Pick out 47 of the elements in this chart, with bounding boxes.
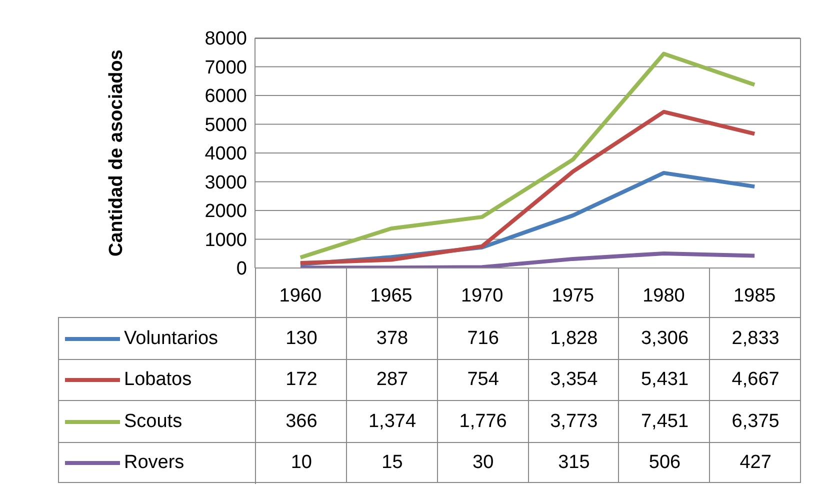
data-label: 5,431 (640, 368, 690, 392)
y-tick-label: 0 (236, 258, 247, 280)
y-tick-label: 6000 (204, 86, 247, 108)
data-label: 1,776 (458, 410, 508, 434)
legend-label: Voluntarios (124, 328, 218, 350)
x-tick-label: 1975 (552, 285, 594, 306)
data-label: 172 (284, 368, 318, 392)
y-tick-label: 1000 (204, 230, 247, 251)
data-label: 30 (472, 451, 495, 476)
legend-label: Rovers (124, 452, 184, 474)
data-label: 4,667 (730, 368, 780, 392)
data-label: 7,451 (640, 410, 690, 434)
data-label: 506 (648, 451, 682, 476)
data-label: 427 (738, 451, 772, 476)
y-tick-label: 5000 (204, 114, 247, 136)
data-label: 15 (380, 451, 404, 476)
line-series (298, 110, 757, 266)
y-tick-label: 7000 (204, 57, 247, 78)
line-series (298, 251, 757, 268)
data-label: 3,354 (549, 368, 599, 392)
line-series (298, 52, 757, 260)
y-tick-label: 8000 (204, 28, 247, 50)
data-label: 378 (375, 326, 410, 351)
data-label: 754 (466, 368, 500, 392)
data-label: 1,828 (549, 326, 599, 351)
x-tick-label: 1960 (279, 285, 322, 306)
data-label: 6,375 (730, 410, 780, 434)
legend-label: Lobatos (124, 369, 192, 392)
x-tick-label: 1965 (370, 285, 412, 306)
legend-label: Scouts (124, 410, 182, 433)
data-label: 366 (284, 410, 318, 434)
data-label: 130 (284, 326, 318, 351)
x-tick-label: 1985 (733, 285, 776, 306)
x-tick-label: 1980 (642, 285, 685, 306)
y-axis-title: Cantidad de asociados (106, 50, 128, 256)
data-label: 287 (375, 368, 410, 392)
data-label: 1,374 (367, 410, 418, 434)
data-label: 716 (466, 326, 500, 351)
y-tick-label: 3000 (204, 172, 247, 194)
data-label: 10 (290, 451, 313, 476)
data-label: 315 (557, 451, 591, 476)
x-tick-label: 1970 (460, 285, 504, 306)
y-tick-label: 2000 (204, 201, 247, 222)
data-label: 2,833 (730, 326, 780, 351)
data-label: 3,306 (640, 326, 690, 351)
y-tick-label: 4000 (204, 144, 247, 165)
data-label: 3,773 (549, 410, 599, 434)
